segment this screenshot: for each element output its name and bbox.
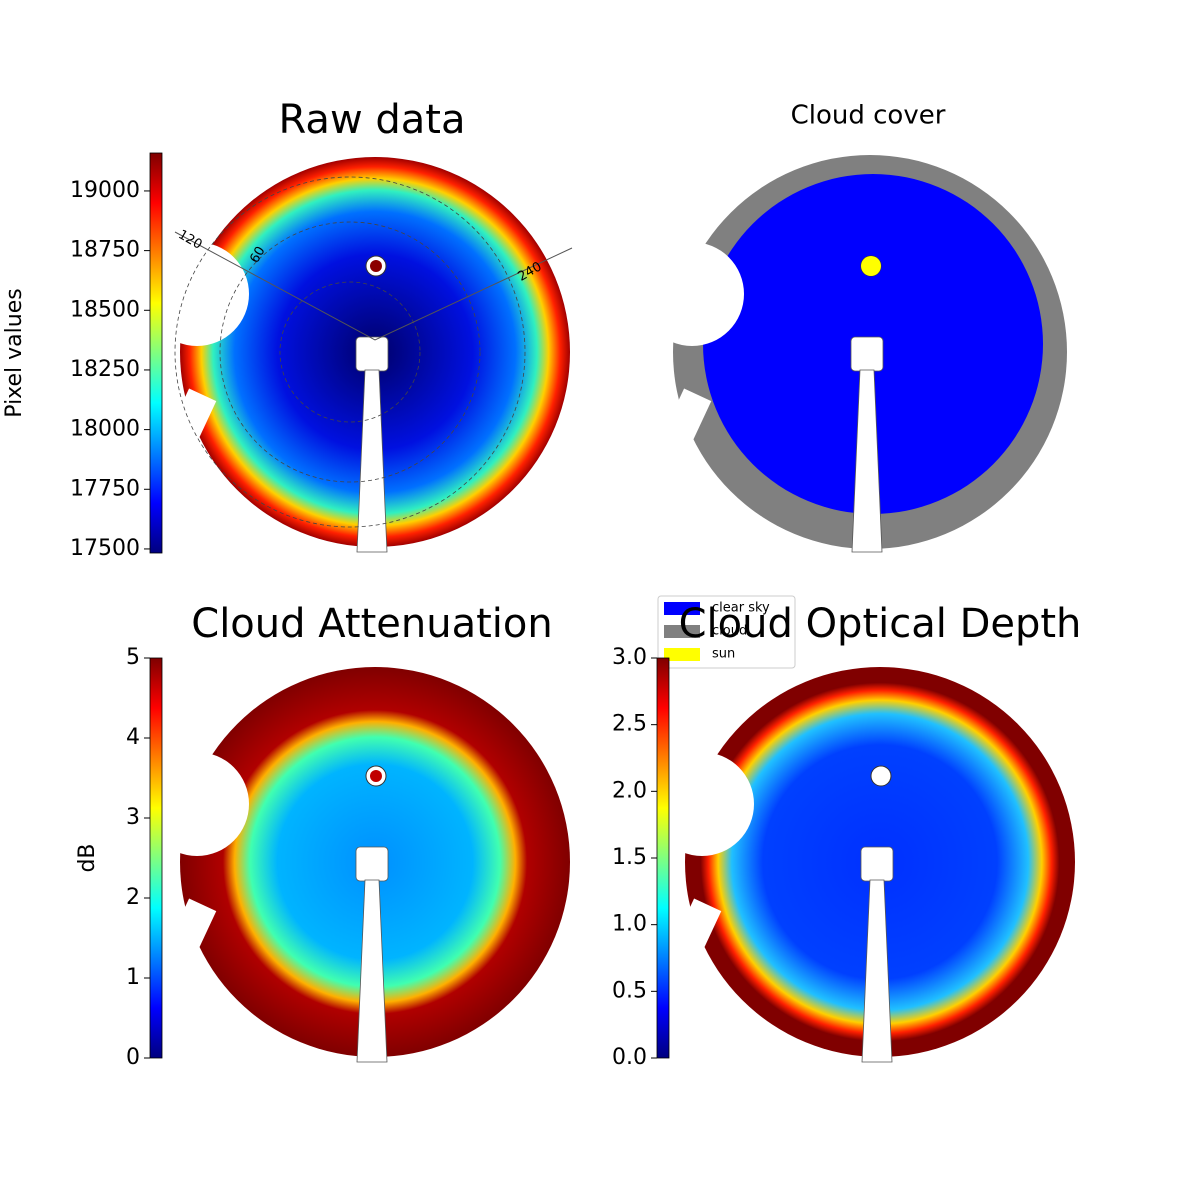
pole-head [850, 336, 884, 372]
colorbar [149, 152, 163, 554]
sun [875, 770, 887, 782]
colorbar-tick-label: 18000 [70, 417, 140, 442]
panel-title: Cloud Optical Depth [679, 601, 1082, 647]
polar-guide [174, 176, 526, 528]
colorbar-tick-label: 17750 [70, 476, 140, 501]
colorbar-tick-label: 18250 [70, 357, 140, 382]
colorbar-tick-label: 18750 [70, 238, 140, 263]
panel-title: Raw data [279, 97, 466, 143]
sun [370, 260, 382, 272]
colorbar [656, 657, 670, 1059]
occlusion [145, 752, 249, 856]
legend-swatch [664, 648, 700, 661]
colorbar-tick-label: 3 [126, 805, 140, 830]
panel-title: Cloud Attenuation [191, 601, 552, 647]
legend-swatch [664, 625, 700, 638]
legend-label: clear sky [712, 601, 770, 616]
mask-corner [658, 388, 712, 456]
pole [356, 879, 388, 1063]
polar-annotation: 60 [247, 244, 268, 266]
pole-head [355, 336, 389, 372]
mask-corner [163, 898, 217, 966]
occlusion [145, 242, 249, 346]
sun [861, 256, 881, 276]
colorbar-tick-label: 1.0 [612, 912, 647, 937]
pole [851, 369, 883, 553]
colorbar-tick-label: 4 [126, 725, 140, 750]
colorbar-tick-label: 2 [126, 885, 140, 910]
colorbar-tick-label: 1.5 [612, 845, 647, 870]
colorbar-tick-label: 3.0 [612, 645, 647, 670]
colorbar-tick-label: 2.5 [612, 712, 647, 737]
colorbar-label: Pixel values [2, 288, 27, 417]
pole-head [860, 846, 894, 882]
colorbar-tick-label: 18500 [70, 297, 140, 322]
legend-swatch [664, 602, 700, 615]
pole [861, 879, 893, 1063]
pole-head [355, 846, 389, 882]
polar-guide [279, 281, 421, 423]
legend-label: cloud [712, 624, 747, 639]
mask-corner [668, 898, 722, 966]
sun [370, 770, 382, 782]
colorbar-tick-label: 0.0 [612, 1045, 647, 1070]
occlusion [640, 242, 744, 346]
legend-label: sun [712, 647, 735, 662]
colorbar-tick-label: 0 [126, 1045, 140, 1070]
colorbar-tick-label: 17500 [70, 536, 140, 561]
panel-title: Cloud cover [791, 101, 946, 131]
polar-line [174, 231, 573, 341]
polar-guide [219, 221, 481, 483]
colorbar-tick-label: 19000 [70, 178, 140, 203]
colorbar-tick-label: 5 [126, 645, 140, 670]
colorbar-tick-label: 1 [126, 965, 140, 990]
colorbar [149, 657, 163, 1059]
colorbar-label: dB [75, 843, 100, 872]
occlusion [650, 752, 754, 856]
colorbar-tick-label: 0.5 [612, 978, 647, 1003]
colorbar-tick-label: 2.0 [612, 778, 647, 803]
